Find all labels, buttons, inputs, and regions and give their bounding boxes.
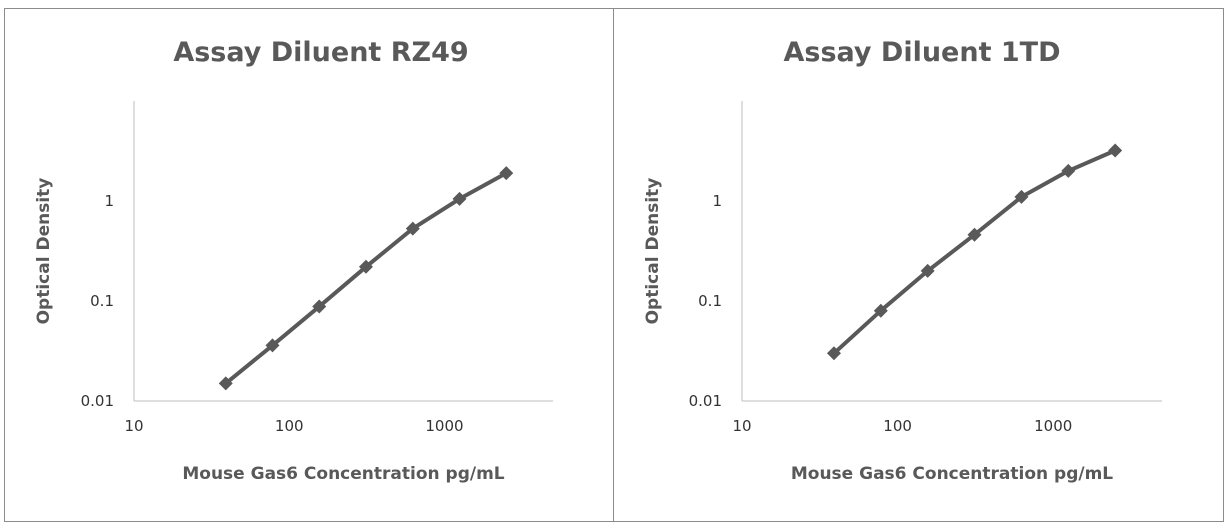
- data-point: [920, 263, 935, 278]
- data-point: [452, 191, 467, 206]
- chart-right: Assay Diluent 1TD 0.01 0.1 1 10 100 1000 Mouse …: [643, 37, 1162, 484]
- x-tick-label: 1000: [425, 417, 463, 435]
- y-tick-label: 1: [104, 192, 114, 210]
- chart-left: Assay Diluent RZ49 0.01 0.1 1 10 100 1000 Mouse…: [34, 37, 553, 484]
- data-point: [1061, 163, 1076, 178]
- data-point: [405, 221, 420, 236]
- data-point: [873, 303, 888, 318]
- chart-panel-right: Assay Diluent 1TD 0.01 0.1 1 10 100 1000 Mouse …: [613, 8, 1224, 522]
- y-axis-title: Optical Density: [34, 178, 54, 325]
- x-tick-label: 1000: [1034, 417, 1072, 435]
- y-tick-label: 0.01: [81, 392, 114, 410]
- x-tick-label: 10: [732, 417, 751, 435]
- data-point: [967, 227, 982, 242]
- y-tick-label: 0.1: [90, 292, 114, 310]
- data-point: [826, 346, 841, 361]
- y-tick-label: 0.1: [698, 292, 722, 310]
- x-axis-title: Mouse Gas6 Concentration pg/mL: [182, 464, 504, 484]
- x-tick-label: 100: [883, 417, 912, 435]
- y-axis-title: Optical Density: [643, 178, 663, 325]
- data-point: [312, 299, 327, 314]
- chart-title: Assay Diluent RZ49: [173, 37, 468, 68]
- chart-title: Assay Diluent 1TD: [783, 37, 1060, 68]
- x-axis-title: Mouse Gas6 Concentration pg/mL: [791, 464, 1113, 484]
- data-point: [1014, 189, 1029, 204]
- data-point: [218, 376, 233, 391]
- data-point: [1108, 143, 1123, 158]
- data-point: [499, 166, 514, 181]
- data-point: [265, 338, 280, 353]
- series-line: [223, 171, 509, 386]
- chart-panel-left: Assay Diluent RZ49 0.01 0.1 1 10 100 1000 Mouse…: [4, 8, 614, 522]
- x-tick-label: 10: [124, 417, 143, 435]
- data-point: [358, 259, 373, 274]
- y-tick-label: 1: [712, 192, 722, 210]
- x-tick-label: 100: [275, 417, 304, 435]
- y-tick-label: 0.01: [689, 392, 722, 410]
- series-line: [832, 148, 1118, 356]
